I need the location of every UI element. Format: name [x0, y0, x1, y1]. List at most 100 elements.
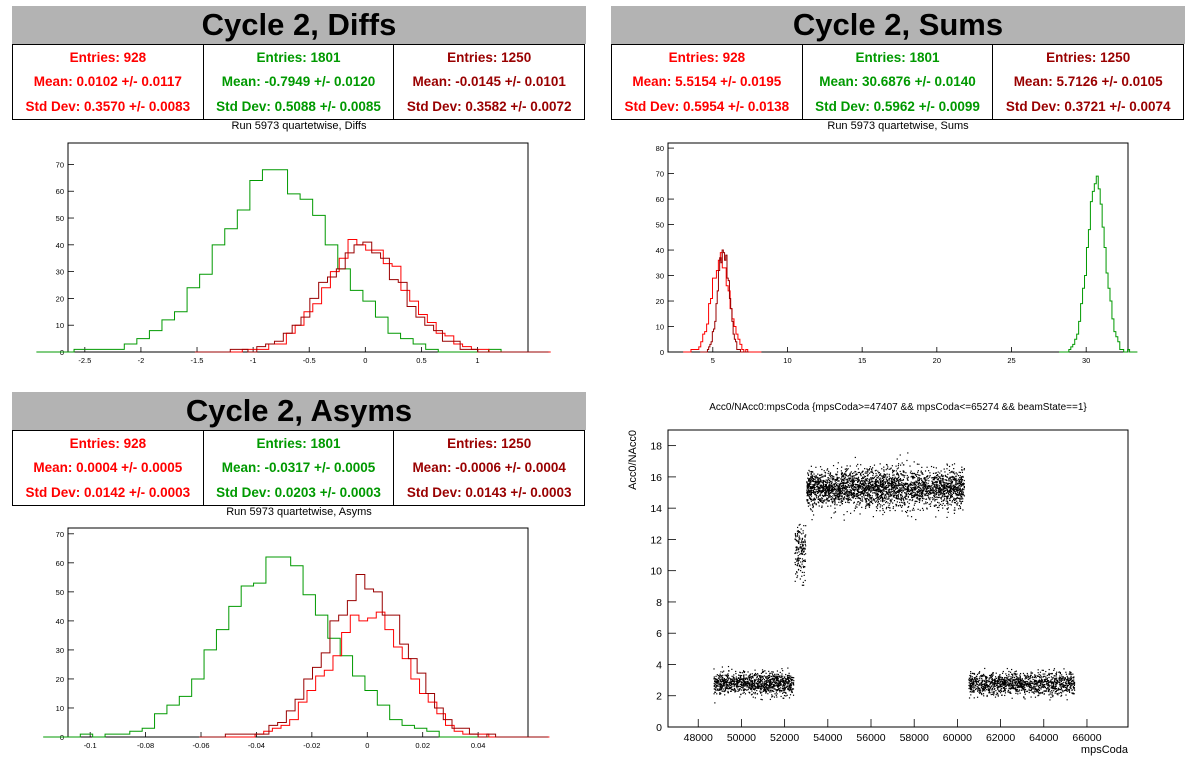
scatter-point: [937, 489, 939, 491]
scatter-point: [742, 685, 744, 687]
scatter-point: [738, 681, 740, 683]
scatter-point: [753, 673, 756, 676]
scatter-point: [743, 682, 745, 684]
scatter-point: [1002, 680, 1004, 683]
scatter-point: [803, 553, 805, 556]
scatter-point: [889, 507, 891, 509]
scatter-point: [1054, 685, 1057, 687]
scatter-point: [875, 482, 877, 484]
scatter-point: [928, 484, 930, 487]
scatter-point: [818, 481, 821, 483]
scatter-point: [771, 690, 774, 692]
scatter-point: [767, 684, 769, 686]
scatter-point: [925, 477, 927, 479]
scatter-point: [961, 469, 963, 471]
scatter-point: [926, 487, 928, 489]
scatter-point: [950, 490, 952, 492]
scatter-point: [739, 696, 741, 698]
scatter-point: [1066, 685, 1068, 687]
scatter-point: [871, 497, 873, 499]
scatter-point: [764, 670, 766, 672]
scatter-point: [901, 479, 903, 482]
scatter-point: [832, 489, 834, 491]
scatter-point: [825, 492, 828, 494]
scatter-point: [881, 491, 883, 493]
scatter-point: [766, 681, 768, 684]
scatter-point: [718, 685, 720, 687]
scatter-point: [782, 692, 784, 694]
scatter-point: [831, 488, 833, 490]
scatter-point: [818, 487, 820, 489]
scatter-point: [847, 486, 849, 488]
scatter-point: [942, 475, 945, 477]
scatter-point: [843, 482, 845, 484]
scatter-point: [1012, 678, 1014, 681]
scatter-point: [938, 496, 940, 498]
scatter-point: [977, 683, 979, 686]
scatter-point: [934, 484, 936, 486]
scatter-point: [942, 486, 945, 488]
scatter-point: [837, 490, 839, 492]
scatter-point: [726, 679, 728, 681]
scatter-point: [801, 546, 803, 548]
scatter-point: [896, 479, 898, 481]
scatter-point: [1063, 686, 1066, 688]
scatter-point: [788, 697, 791, 699]
scatter-point: [913, 504, 915, 506]
scatter-point: [897, 494, 899, 496]
scatter-point: [917, 477, 919, 479]
scatter-point: [893, 494, 896, 497]
scatter-point: [769, 691, 771, 693]
scatter-point: [809, 490, 811, 492]
scatter-point: [751, 687, 753, 689]
scatter-point: [974, 678, 976, 680]
scatter-point: [900, 498, 903, 500]
scatter-point: [800, 548, 802, 550]
scatter-point: [873, 489, 875, 491]
scatter-point: [911, 492, 913, 495]
scatter-point: [738, 685, 740, 687]
scatter-point: [819, 493, 821, 495]
scatter-point: [891, 490, 893, 493]
scatter-point: [994, 679, 996, 681]
scatter-point: [875, 506, 878, 508]
scatter-point: [797, 530, 799, 532]
scatter-point: [950, 471, 952, 473]
scatter-point: [839, 498, 841, 500]
scatter-point: [826, 500, 828, 502]
scatter-point: [807, 472, 809, 474]
scatter-point: [814, 486, 816, 489]
scatter-point: [1067, 677, 1069, 679]
scatter-point: [843, 477, 845, 479]
plot-frame: [67, 142, 529, 353]
scatter-point: [848, 486, 850, 489]
scatter-point: [797, 562, 800, 564]
scatter-point: [932, 489, 934, 491]
scatter-point: [835, 491, 837, 493]
scatter-point: [743, 684, 745, 687]
scatter-point: [878, 496, 880, 498]
scatter-point: [775, 679, 778, 681]
scatter-point: [757, 686, 760, 688]
scatter-point: [794, 563, 797, 566]
scatter-point: [861, 487, 864, 489]
scatter-point: [929, 485, 931, 487]
scatter-point: [868, 478, 870, 480]
scatter-point: [753, 682, 755, 684]
scatter-point: [787, 688, 789, 691]
scatter-point: [912, 507, 915, 509]
scatter-point: [872, 477, 874, 480]
y-tick-label: 70: [56, 160, 64, 169]
scatter-point: [779, 671, 781, 674]
scatter-point: [849, 473, 851, 475]
scatter-point: [851, 477, 853, 479]
scatter-point: [1017, 693, 1019, 695]
scatter-point: [912, 489, 914, 491]
scatter-point: [953, 509, 955, 511]
scatter-point: [852, 489, 854, 491]
scatter-point: [828, 482, 830, 484]
scatter-point: [902, 490, 904, 492]
scatter-point: [1043, 686, 1045, 689]
scatter-point: [991, 678, 993, 680]
scatter-point: [818, 477, 820, 479]
